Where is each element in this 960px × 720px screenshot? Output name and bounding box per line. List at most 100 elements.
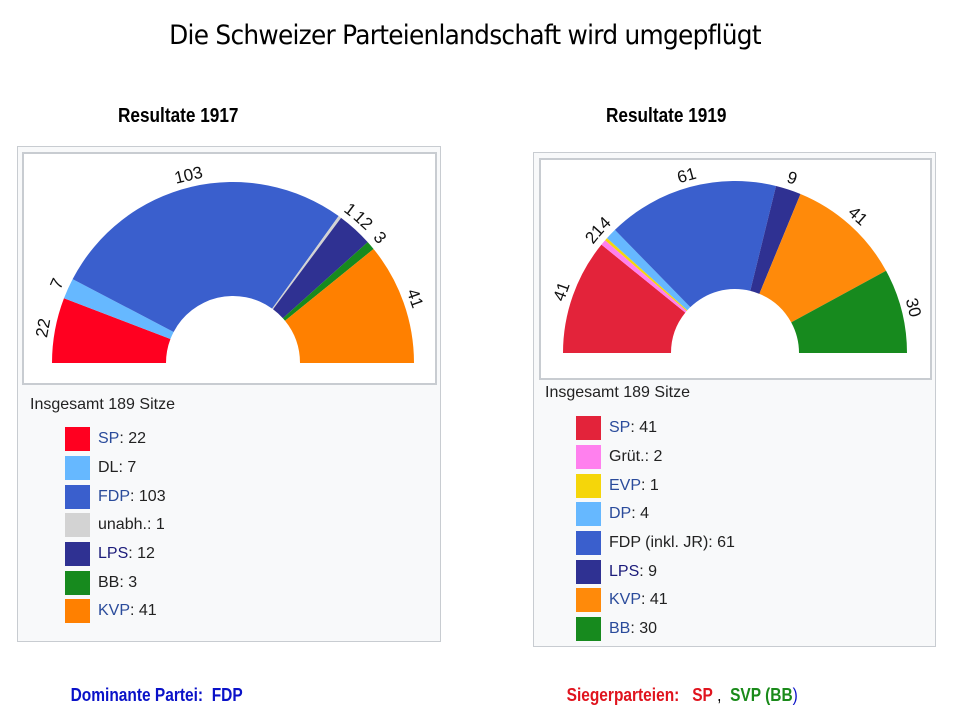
slice-sp [52, 298, 171, 363]
legend-item-dp: DP: 4 [576, 500, 735, 529]
legend-seat-count: : 9 [639, 562, 658, 580]
winners-separator: , [712, 685, 722, 705]
legend-party-name[interactable]: KVP [98, 602, 131, 620]
slice-label-lps: 9 [785, 168, 800, 189]
legend-party-name[interactable]: KVP [609, 591, 642, 609]
legend-swatch [576, 445, 601, 470]
legend-swatch [65, 513, 90, 538]
footer-dominant-party: Dominante Partei: FDP [62, 664, 243, 706]
slice-dp [606, 229, 691, 311]
legend-seat-count: : 41 [630, 419, 658, 437]
legend-seat-count: : 3 [119, 573, 138, 591]
legend-1919: SP: 41 Grüt.: 2 EVP: 1 DP: 4 FDP (inkl. JR):… [576, 414, 735, 644]
slice-kvp [759, 193, 887, 323]
winners-label: Siegerparteien: [566, 685, 680, 705]
slice-label-fdp: 103 [172, 163, 204, 188]
legend-swatch [576, 588, 601, 613]
legend-item-sp: SP: 22 [65, 425, 166, 454]
legend-seat-count: : 4 [631, 505, 650, 523]
legend-seat-count: : 1 [146, 516, 165, 534]
legend-party-name[interactable]: BB [609, 620, 631, 638]
legend-swatch [576, 617, 601, 642]
dominant-label: Dominante Partei: [70, 685, 204, 705]
legend-swatch [65, 570, 90, 595]
slice-label-bb: 3 [370, 228, 391, 248]
slice-label-sp: 41 [549, 279, 573, 303]
legend-seat-count: : 22 [119, 430, 147, 448]
slice-kvp [285, 248, 414, 363]
legend-swatch [65, 599, 90, 624]
legend-seat-count: : 41 [641, 591, 668, 609]
legend-party-name[interactable]: SP [98, 430, 120, 448]
legend-seat-count: : 7 [118, 459, 137, 477]
chart-title-1919: Resultate 1919 [606, 105, 727, 127]
slice-bb [282, 242, 374, 321]
chart-title-1917: Resultate 1917 [118, 105, 239, 127]
slide-title: Die Schweizer Parteienlandschaft wird um… [169, 20, 761, 51]
legend-item-unabh: unabh.: 1 [65, 511, 166, 540]
legend-swatch [576, 531, 601, 556]
slice-label-fdp-inkl-jr: 61 [675, 164, 698, 187]
winner-svp: SVP (BB [730, 685, 793, 705]
slice-fdp-inkl-jr [614, 181, 777, 308]
legend-item-kvp: KVP: 41 [65, 597, 166, 626]
legend-swatch [576, 502, 601, 527]
legend-party-name[interactable]: LPS [609, 562, 640, 580]
panel-1919: 41 2 1 4 61 9 41 30 Insgesamt 189 Sitze SP: 41 G… [533, 152, 936, 647]
legend-seat-count: : 1 [641, 476, 659, 494]
legend-swatch [576, 416, 601, 441]
winner-sp: SP [692, 685, 713, 705]
legend-item-fdp: FDP: 103 [65, 482, 166, 511]
slice-label-kvp: 41 [403, 286, 427, 310]
legend-item-gr-t: Grüt.: 2 [576, 443, 735, 472]
legend-party-name: DL [98, 459, 119, 477]
legend-total-1917: Insgesamt 189 Sitze [30, 396, 175, 413]
legend-party-name: FDP (inkl. JR) [609, 534, 709, 552]
slice-lps [750, 185, 801, 294]
slice-label-bb: 30 [902, 296, 925, 319]
slice-gr-t [601, 240, 687, 313]
legend-swatch [65, 427, 90, 452]
legend-item-fdp-inkl-jr: FDP (inkl. JR): 61 [576, 529, 735, 558]
legend-item-kvp: KVP: 41 [576, 586, 735, 615]
chart-area-1917: 22 7 103 1 12 3 41 [22, 152, 437, 385]
slice-label-sp: 22 [32, 317, 54, 339]
legend-seat-count: : 41 [130, 602, 157, 620]
slice-fdp [72, 182, 339, 332]
legend-seat-count: : 12 [128, 545, 155, 563]
footer-winning-parties: Siegerparteien: SP , SVP (BB) [558, 664, 798, 706]
legend-seat-count: : 2 [644, 448, 663, 466]
slice-bb [791, 270, 907, 353]
legend-item-lps: LPS: 12 [65, 540, 166, 569]
legend-seat-count: : 30 [630, 620, 658, 638]
legend-party-name: Grüt. [609, 448, 645, 466]
legend-swatch [65, 484, 90, 509]
legend-item-sp: SP: 41 [576, 414, 735, 443]
dominant-value: FDP [211, 685, 243, 705]
legend-swatch [65, 456, 90, 481]
legend-party-name: unabh. [98, 516, 147, 534]
legend-party-name[interactable]: DP [609, 505, 632, 523]
legend-party-name[interactable]: SP [609, 419, 631, 437]
legend-party-name[interactable]: EVP [609, 476, 642, 494]
legend-item-evp: EVP: 1 [576, 471, 735, 500]
chart-area-1919: 41 2 1 4 61 9 41 30 [539, 158, 932, 380]
legend-party-name[interactable]: LPS [98, 545, 129, 563]
legend-party-name: BB [98, 573, 120, 591]
slice-dl [63, 279, 174, 340]
slice-sp [563, 244, 686, 353]
legend-1917: SP: 22 DL: 7 FDP: 103 unabh.: 1 LPS: 12 BB: 3… [65, 425, 166, 626]
slice-label-dl: 7 [46, 275, 67, 291]
legend-seat-count: : 61 [708, 534, 735, 552]
legend-party-name[interactable]: FDP [98, 487, 130, 505]
legend-item-lps: LPS: 9 [576, 557, 735, 586]
slice-lps [273, 217, 368, 319]
legend-total-1919: Insgesamt 189 Sitze [545, 384, 690, 401]
legend-swatch [576, 559, 601, 584]
slice-unabh [272, 216, 342, 310]
legend-item-bb: BB: 30 [576, 615, 735, 644]
legend-item-dl: DL: 7 [65, 454, 166, 483]
legend-item-bb: BB: 3 [65, 568, 166, 597]
